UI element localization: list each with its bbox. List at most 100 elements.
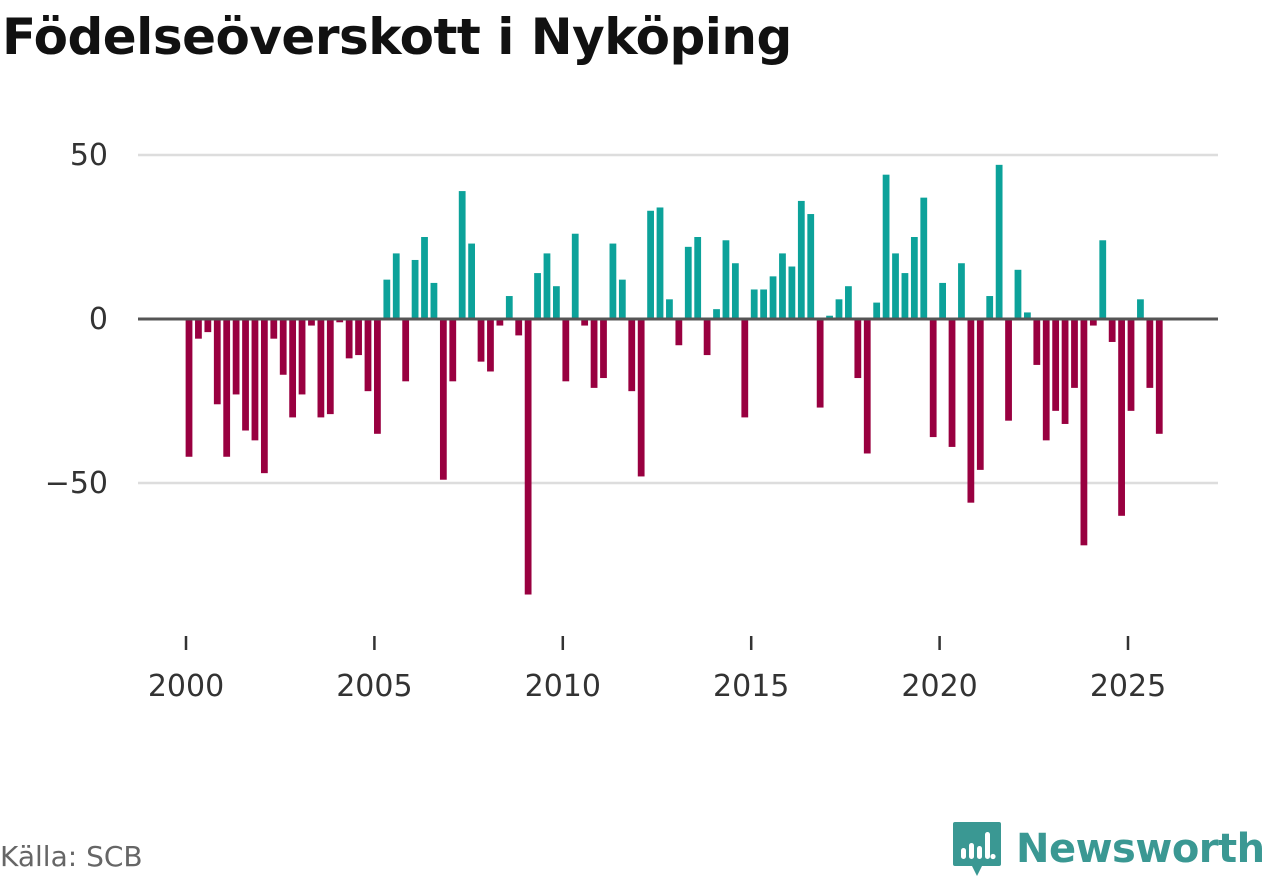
bar (910, 237, 918, 319)
bar (779, 253, 786, 319)
brand-logo: Newsworthy (952, 818, 1262, 880)
tick-labels: 50 0 −50 2000 2005 2010 2015 2020 2025 (45, 138, 1166, 704)
bar (1005, 319, 1012, 421)
bar (1127, 319, 1135, 411)
bar (402, 319, 410, 382)
bar (251, 319, 259, 441)
bar (213, 319, 221, 405)
bar (289, 319, 297, 418)
bar (430, 282, 438, 319)
bar (468, 243, 475, 319)
bar (571, 233, 579, 319)
bar (1108, 319, 1116, 342)
bar (383, 279, 391, 319)
bar (477, 319, 485, 362)
brand-name: Newsworthy (1016, 826, 1262, 872)
bar (760, 289, 768, 319)
bar (666, 299, 673, 319)
bar (816, 319, 824, 408)
bar (581, 319, 589, 326)
bar (731, 263, 739, 319)
bar (1155, 319, 1163, 434)
bar (411, 259, 419, 319)
bar (392, 253, 400, 319)
x-tick-label: 2025 (1090, 669, 1166, 704)
bar (901, 273, 909, 319)
bar (750, 289, 758, 319)
bar (713, 309, 720, 319)
bar (769, 276, 777, 319)
bar (863, 319, 871, 454)
bar (1099, 240, 1107, 319)
y-tick-label: 0 (89, 302, 108, 337)
bar (195, 319, 202, 339)
bar (656, 207, 664, 319)
bar (976, 319, 984, 470)
bar (684, 246, 692, 319)
bar (1024, 312, 1031, 319)
bar (618, 279, 626, 319)
bar (703, 319, 711, 356)
bar (675, 319, 683, 346)
bar (242, 319, 249, 431)
bar (1061, 319, 1069, 424)
bar (421, 237, 428, 319)
bar (270, 319, 278, 339)
bar (628, 319, 636, 392)
bar (845, 286, 852, 319)
bar (788, 266, 796, 319)
bar (807, 214, 815, 319)
bar (854, 319, 862, 379)
bar (439, 319, 447, 480)
bar (336, 319, 344, 323)
bar (835, 299, 843, 319)
bar (487, 319, 494, 372)
bar (1118, 319, 1125, 516)
bar (948, 319, 956, 447)
bar (590, 319, 598, 388)
bar (185, 319, 193, 457)
bar (543, 253, 551, 319)
source-credit: Källa: SCB (0, 840, 143, 873)
bar (958, 263, 965, 319)
bar (741, 319, 749, 418)
bar (647, 210, 654, 319)
bar (260, 319, 268, 474)
bar (986, 296, 994, 319)
bar (317, 319, 325, 418)
x-tick-label: 2005 (336, 669, 412, 704)
bar (882, 174, 890, 319)
bar (364, 319, 372, 392)
bar (600, 319, 607, 379)
bar (1137, 299, 1144, 319)
bar (929, 319, 937, 438)
bar (355, 319, 362, 356)
bar (920, 197, 928, 319)
bar (722, 240, 730, 319)
bar (892, 253, 899, 319)
bar (496, 319, 504, 326)
bar (1080, 319, 1088, 546)
bar (1052, 319, 1060, 411)
bar (374, 319, 381, 434)
bar (562, 319, 570, 382)
bar (345, 319, 353, 359)
bar (694, 237, 702, 319)
bar (524, 319, 532, 595)
x-tick-label: 2010 (525, 669, 601, 704)
bar (223, 319, 231, 457)
axes (138, 317, 1218, 650)
bar (279, 319, 287, 375)
bar (553, 286, 560, 319)
bar-series (185, 164, 1163, 595)
bar (326, 319, 334, 415)
bar (637, 319, 645, 477)
bar (995, 164, 1003, 319)
bar (232, 319, 240, 395)
bar (534, 273, 541, 319)
bar (505, 296, 513, 319)
bar (515, 319, 523, 336)
grid-lines (138, 153, 1218, 485)
y-tick-label: 50 (70, 138, 108, 173)
